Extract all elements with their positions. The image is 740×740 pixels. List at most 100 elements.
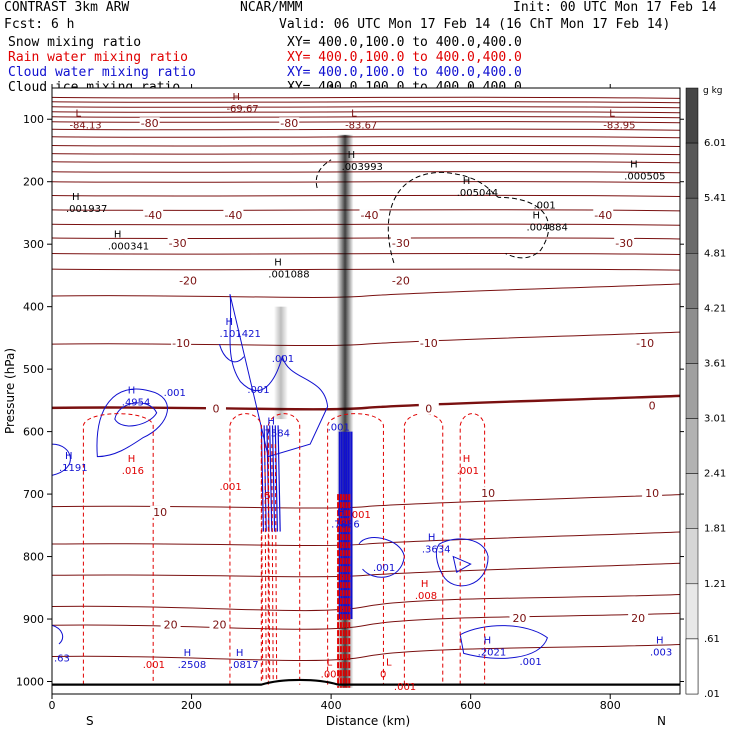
field-xy-snow: XY= 400.0,100.0 to 400.0,400.0 xyxy=(287,35,522,50)
extremum-value: .008 xyxy=(415,591,437,602)
y-tick-label: 500 xyxy=(23,363,44,376)
y-tick-label: 700 xyxy=(23,488,44,501)
isotherm-label: 0 xyxy=(425,403,432,416)
extremum-value: .003993 xyxy=(342,162,383,173)
isotherm-label-bg xyxy=(279,117,300,130)
extremum-value: .001 xyxy=(373,563,395,574)
x-tick-label: 800 xyxy=(600,699,621,712)
extremum-value: 0 xyxy=(380,669,386,680)
field-label-snow: Snow mixing ratio xyxy=(8,35,142,50)
x-tick-label: 600 xyxy=(460,699,481,712)
rain-water-contour xyxy=(260,444,264,682)
colorbar-bin xyxy=(685,583,699,640)
extremum-value: .63 xyxy=(54,654,70,665)
isotherm-label-bg xyxy=(628,612,649,625)
isotherm-line xyxy=(51,101,681,104)
extremum-value: .003 xyxy=(650,647,672,658)
colorbar-bin xyxy=(685,528,699,585)
rain-water-contour xyxy=(327,413,384,685)
extremum-value: .001 xyxy=(394,682,416,693)
colorbar-bin xyxy=(685,87,699,144)
extremum-mark: L xyxy=(351,109,357,120)
cloud-water-contour xyxy=(263,425,267,532)
isotherm-label: 10 xyxy=(645,487,659,500)
isotherm-label-bg xyxy=(614,237,635,250)
isotherm-label: 20 xyxy=(164,618,178,631)
cloud-water-contour xyxy=(218,344,245,363)
isotherm-label: 20 xyxy=(631,612,645,625)
isotherm-label: -10 xyxy=(636,337,654,350)
extremum-value: -83.95 xyxy=(603,121,635,132)
isotherm-label: -80 xyxy=(280,117,298,130)
isotherm-label: -20 xyxy=(179,275,197,288)
model-title: CONTRAST 3km ARW xyxy=(4,0,130,15)
colorbar-tick-label: 3.61 xyxy=(704,358,726,369)
isotherm-label-bg xyxy=(593,209,614,222)
isotherm-line xyxy=(51,562,681,578)
isotherm-line xyxy=(51,111,681,114)
isotherm-label-bg xyxy=(478,487,499,500)
isotherm-label-bg xyxy=(635,337,656,350)
isotherm-label-bg xyxy=(642,399,663,412)
extremum-value: .016 xyxy=(122,466,144,477)
isotherm-line xyxy=(51,128,681,131)
extremum-mark: H xyxy=(236,648,244,659)
rain-water-contour xyxy=(267,444,271,682)
cloud-water-contour xyxy=(96,388,168,458)
field-xy-rain: XY= 400.0,100.0 to 400.0,400.0 xyxy=(287,50,522,65)
plot-area xyxy=(51,88,681,694)
extremum-mark: H xyxy=(65,451,73,462)
extremum-mark: L xyxy=(327,657,333,668)
cloud-water-contour xyxy=(459,625,549,659)
isotherm-label-bg xyxy=(171,337,192,350)
valid-time: Valid: 06 UTC Mon 17 Feb 14 (16 ChT Mon … xyxy=(279,17,671,32)
isotherm-label-bg xyxy=(209,618,230,631)
extremum-mark: L xyxy=(609,109,615,120)
rain-water-contour xyxy=(459,413,486,685)
isotherm-line xyxy=(51,121,681,124)
extremum-mark: H xyxy=(428,532,436,543)
colorbar: 6.01 5.41 4.81 4.21 3.61 3.01 2.41 1.81 1.21 .61.… xyxy=(685,86,726,700)
extremum-value: -83.67 xyxy=(345,121,377,132)
extremum-value: .7584 xyxy=(261,429,290,440)
plot-background xyxy=(52,88,680,694)
isotherm-label: -30 xyxy=(615,237,633,250)
cloud-water-contour xyxy=(260,425,265,532)
extremum-mark: H xyxy=(337,507,345,518)
cloud-water-contour xyxy=(51,443,71,476)
cloud-water-contour xyxy=(269,425,273,532)
x-end-label-south: S xyxy=(86,714,94,728)
extremum-mark: H xyxy=(114,229,122,240)
isotherm-label-bg xyxy=(390,274,411,287)
y-tick-label: 800 xyxy=(23,551,44,564)
forecast-hour: Fcst: 6 h xyxy=(4,17,75,32)
colorbar-tick-label: .01 xyxy=(704,689,720,700)
field-label-cloud-water: Cloud water mixing ratio xyxy=(8,65,196,80)
isotherm-label-bg xyxy=(150,505,171,518)
y-tick-label: 900 xyxy=(23,613,44,626)
isotherm-label-bg xyxy=(359,209,380,222)
isotherm-label: -20 xyxy=(392,275,410,288)
isotherm-label: 20 xyxy=(513,612,527,625)
extremum-value: .5 xyxy=(261,491,271,502)
extremum-value: .001 xyxy=(520,657,542,668)
colorbar-tick-label: 3.01 xyxy=(704,414,726,425)
isotherm-label: -30 xyxy=(392,237,410,250)
y-tick-label: 1000 xyxy=(16,676,44,689)
extremum-value: .4954 xyxy=(122,397,151,408)
isotherm-line xyxy=(51,106,681,109)
extremum-value: .005044 xyxy=(457,188,498,199)
colorbar-bin xyxy=(685,197,699,254)
isotherm-label: -30 xyxy=(169,237,187,250)
extremum-value: .001 xyxy=(349,510,371,521)
extremum-value: .001 xyxy=(457,466,479,477)
isotherm-label-bg xyxy=(139,117,160,130)
extremum-value: .001 xyxy=(164,388,186,399)
extremum-value: .3634 xyxy=(422,544,451,555)
extremum-value: .001 xyxy=(272,354,294,365)
isotherm-line xyxy=(51,96,681,99)
extremum-mark: L xyxy=(386,657,392,668)
isotherm-label: 0 xyxy=(212,403,219,416)
field-xy-cloud-water: XY= 400.0,100.0 to 400.0,400.0 xyxy=(287,65,522,80)
isotherm-line xyxy=(51,394,681,411)
